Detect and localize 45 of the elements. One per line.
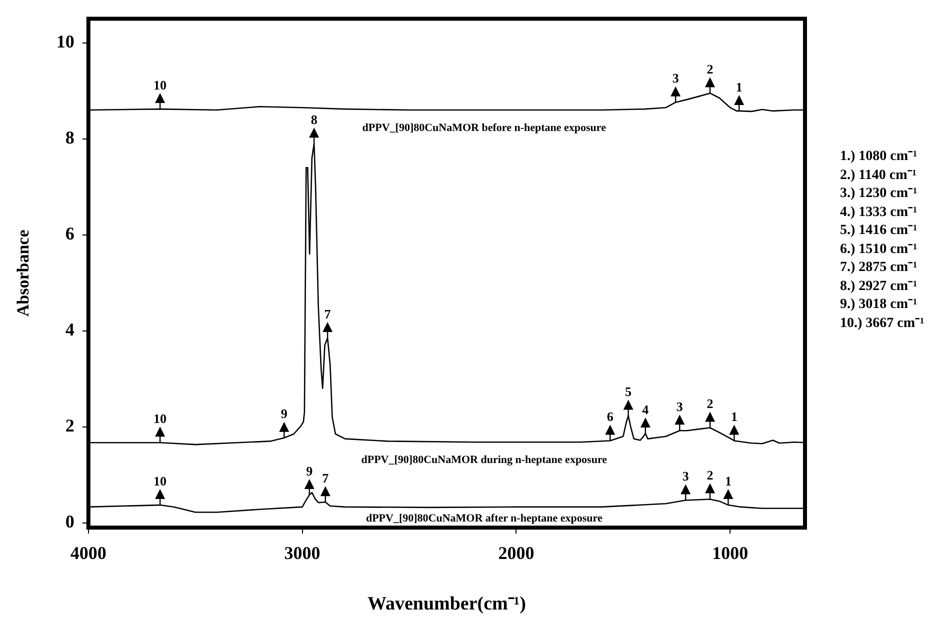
series-label: dPPV_[90]80CuNaMOR before n-heptane exposure xyxy=(362,122,606,134)
text: 5.) 1416 cm⁻¹ xyxy=(840,222,918,240)
annotation: 1 xyxy=(730,409,738,424)
annotation: 3 xyxy=(682,468,690,484)
x-tick-label: 3000 xyxy=(284,543,320,564)
y-tick-label: 10 xyxy=(56,31,74,52)
text: 8.) 2927 cm⁻¹ xyxy=(840,278,918,296)
x-tick-label: 4000 xyxy=(70,543,106,564)
series-label: dPPV_[90]80CuNaMOR after n-heptane exposure xyxy=(366,512,602,524)
text: 10.) 3667 cm⁻¹ xyxy=(840,314,924,332)
annotation: 2 xyxy=(706,468,714,483)
annotation: 5 xyxy=(625,384,632,400)
annotation: 9 xyxy=(280,406,288,422)
y-tick-label: 0 xyxy=(65,511,74,532)
annotation: 3 xyxy=(676,399,684,414)
y-axis-title: Absorbance xyxy=(14,229,33,317)
text: 4.) 1333 cm⁻¹ xyxy=(840,204,918,222)
annotation: 10 xyxy=(154,77,167,92)
y-tick-label: 2 xyxy=(65,415,74,436)
annotation: 7 xyxy=(324,306,332,322)
text: 6.) 1510 cm⁻¹ xyxy=(840,240,918,258)
annotation: 1 xyxy=(724,473,732,488)
annotation: 10 xyxy=(154,473,167,488)
text: 3.) 1230 cm⁻¹ xyxy=(840,185,918,203)
y-tick-label: 4 xyxy=(65,319,74,340)
annotation: 3 xyxy=(672,70,680,86)
annotation: 1 xyxy=(736,79,742,94)
annotation: 2 xyxy=(706,396,714,412)
text: 2.) 1140 cm⁻¹ xyxy=(840,166,918,184)
annotation: 4 xyxy=(642,402,650,417)
text: 7.) 2875 cm⁻¹ xyxy=(840,259,918,277)
x-tick-label: 2000 xyxy=(498,543,534,564)
annotation: 9 xyxy=(306,463,314,478)
series-label: dPPV_[90]80CuNaMOR during n-heptane exposure xyxy=(361,454,608,466)
annotation: 8 xyxy=(310,112,318,127)
text: 9.) 3018 cm⁻¹ xyxy=(840,296,918,314)
annotation: 10 xyxy=(154,411,167,426)
x-tick-label: 1000 xyxy=(712,543,748,564)
x-axis-title: Wavenumber(cm⁻¹) xyxy=(368,594,526,615)
text: 1.) 1080 cm⁻¹ xyxy=(840,148,918,166)
y-tick-label: 6 xyxy=(65,223,74,244)
annotation: 6 xyxy=(606,409,614,424)
y-tick-label: 8 xyxy=(65,127,74,148)
annotation: 7 xyxy=(322,470,330,486)
annotation: 2 xyxy=(706,62,714,77)
